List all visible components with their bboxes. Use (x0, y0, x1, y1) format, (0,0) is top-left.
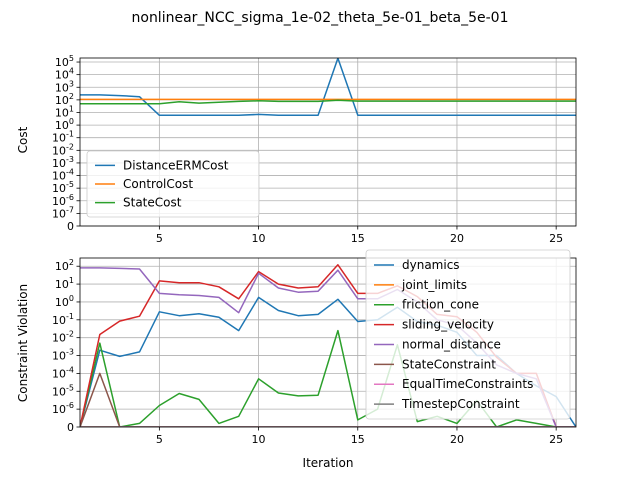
constraint-ytick-label: 10-1 (52, 312, 74, 327)
cost-legend-label: DistanceERMCost (123, 158, 229, 172)
constraint-xlabel: Iteration (303, 456, 354, 470)
cost-series-distanceermcost (80, 58, 576, 117)
constraint-ytick-label: 100 (55, 294, 74, 309)
constraint-ytick-label: 101 (55, 276, 74, 291)
cost-legend (86, 150, 260, 218)
cost-ytick-label: 103 (55, 79, 74, 94)
constraint-ytick-label: 0 (67, 421, 74, 434)
cost-xtick-label: 20 (450, 232, 464, 245)
constraint-ytick-label: 10-6 (52, 401, 74, 416)
cost-ylabel: Cost (16, 126, 30, 153)
cost-legend-label: ControlCost (123, 177, 193, 191)
constraint-legend-label: StateConstraint (402, 357, 496, 371)
cost-ytick-label: 10-7 (52, 205, 74, 220)
cost-series-statecost (80, 99, 576, 105)
cost-xtick-label: 5 (156, 232, 163, 245)
constraint-xtick-label: 25 (549, 433, 563, 446)
constraint-axes: Constraint Violation Iteration 0 10-6 10-5… (16, 249, 577, 470)
constraint-ytick-label: 10-5 (52, 383, 74, 398)
constraint-ytick-label: 10-3 (52, 348, 74, 363)
cost-ytick-label: 10-2 (52, 142, 74, 157)
cost-ytick-label: 10-5 (52, 180, 74, 195)
constraint-legend-label: sliding_velocity (402, 318, 494, 332)
cost-ytick-label: 104 (55, 67, 74, 82)
cost-ytick-label: 10-6 (52, 193, 74, 208)
cost-series-group (80, 58, 576, 117)
constraint-xtick-label: 10 (252, 433, 266, 446)
cost-frame (79, 57, 577, 227)
constraint-legend-label: dynamics (402, 258, 460, 272)
cost-ytick-label: 10-1 (52, 130, 74, 145)
constraint-xtick-label: 20 (450, 433, 464, 446)
constraint-xtick-label: 15 (351, 433, 365, 446)
cost-legend-label: StateCost (123, 196, 182, 210)
constraint-legend-label: TimestepConstraint (401, 397, 520, 411)
constraint-ytick-label: 10-4 (52, 365, 74, 380)
cost-ytick-label: 10-3 (52, 155, 74, 170)
cost-ytick-label: 0 (67, 220, 74, 233)
figure-title: nonlinear_NCC_sigma_1e-02_theta_5e-01_be… (132, 10, 509, 26)
constraint-legend (365, 249, 571, 420)
constraint-legend-label: EqualTimeConstraints (402, 377, 533, 391)
constraint-ytick-label: 102 (55, 258, 74, 273)
cost-ytick-label: 10-4 (52, 168, 74, 183)
cost-xtick-label: 10 (252, 232, 266, 245)
constraint-legend-label: joint_limits (401, 278, 467, 292)
cost-ytick-label: 102 (55, 92, 74, 107)
cost-ytick-label: 100 (55, 117, 74, 132)
cost-ytick-label: 101 (55, 104, 74, 119)
constraint-ylabel: Constraint Violation (16, 284, 30, 402)
constraint-frame (79, 257, 577, 428)
cost-axes: Cost 010-710-610-510-410-310-210-1100101… (16, 54, 577, 245)
cost-xtick-label: 15 (351, 232, 365, 245)
constraint-xtick-label: 5 (156, 433, 163, 446)
constraint-ytick-label: 10-2 (52, 330, 74, 345)
cost-ytick-label: 105 (55, 54, 74, 69)
constraint-series-friction-cone (80, 329, 576, 427)
constraint-legend-label: normal_distance (402, 337, 501, 351)
cost-xtick-label: 25 (549, 232, 563, 245)
constraint-legend-label: friction_cone (402, 298, 479, 312)
